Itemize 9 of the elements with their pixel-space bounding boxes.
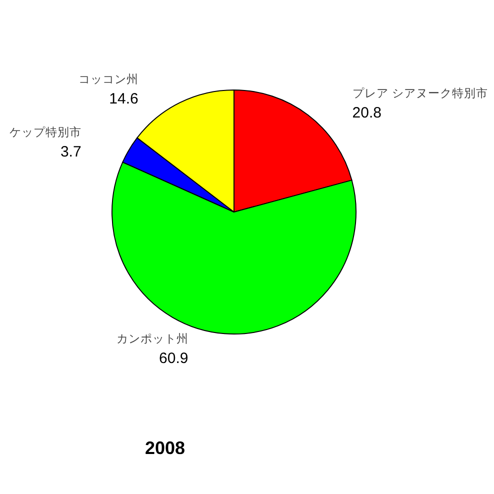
text: 2008: [145, 438, 186, 458]
data-label: 60.9: [159, 350, 188, 368]
slice-label: カンポット州: [116, 332, 188, 346]
data-label: 3.7: [60, 143, 82, 160]
slice-label: コッコン州: [78, 72, 138, 86]
slice-label: プレア シアヌーク特別市: [352, 86, 488, 100]
slice-label: ケップ特別市: [9, 124, 82, 139]
data-label: 14.6: [109, 90, 138, 108]
data-label: 20.8: [352, 104, 382, 122]
